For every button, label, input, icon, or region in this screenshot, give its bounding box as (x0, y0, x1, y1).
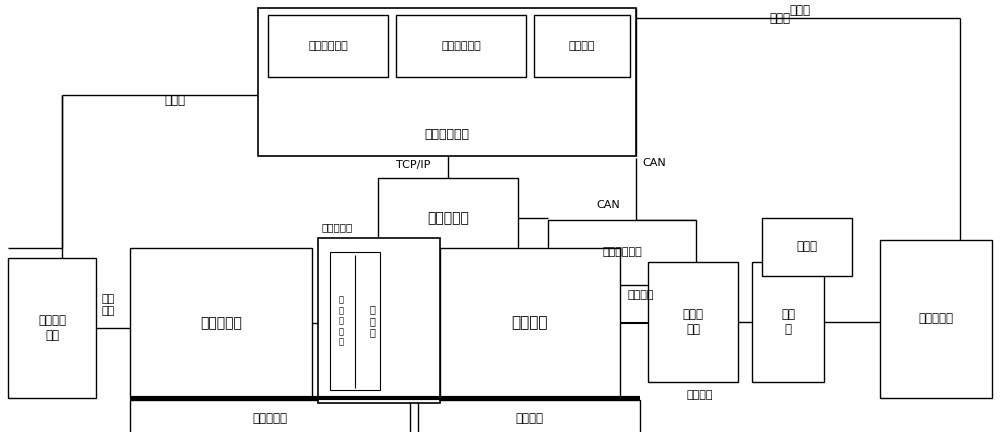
Bar (534, 15, 630, 77)
Text: 水冷循环系统: 水冷循环系统 (602, 248, 642, 257)
Text: 驱动电机: 驱动电机 (512, 315, 548, 330)
Text: 监控系统软件: 监控系统软件 (441, 41, 481, 51)
Text: 信号线: 信号线 (770, 12, 790, 25)
Bar (268, 15, 388, 77)
Text: 通信接口: 通信接口 (569, 41, 595, 51)
Text: 输入显示设备: 输入显示设备 (308, 41, 348, 51)
Text: 动力
电缆: 动力 电缆 (102, 294, 115, 316)
Text: 蓄电池: 蓄电池 (796, 241, 818, 254)
Bar (130, 248, 312, 398)
Text: TCP/IP: TCP/IP (396, 160, 430, 170)
Text: 水冷管道: 水冷管道 (628, 290, 654, 300)
Text: 电池模拟器: 电池模拟器 (918, 312, 954, 325)
Text: 测功机底座: 测功机底座 (252, 413, 288, 426)
Text: 电机底座: 电机底座 (515, 413, 543, 426)
Bar (752, 262, 824, 382)
Bar (318, 238, 440, 403)
Bar (440, 248, 620, 398)
Bar (330, 252, 380, 390)
Bar (648, 262, 738, 382)
Text: CAN: CAN (642, 158, 666, 168)
Text: 测功机控
制柜: 测功机控 制柜 (38, 314, 66, 342)
Text: 金属保护罩: 金属保护罩 (322, 222, 353, 232)
Text: CAN: CAN (596, 200, 620, 210)
Bar (548, 220, 696, 285)
Text: 信号线: 信号线 (164, 93, 186, 107)
Bar (396, 15, 526, 77)
Bar (8, 258, 96, 398)
Text: 信号线: 信号线 (790, 4, 810, 18)
Bar (130, 400, 410, 432)
Text: 电机控
制器: 电机控 制器 (682, 308, 704, 336)
Text: 传
动
轴: 传 动 轴 (369, 305, 375, 337)
Bar (880, 240, 992, 398)
Text: 扭
矩
传
感
器: 扭 矩 传 感 器 (338, 295, 344, 346)
Text: 交流测功机: 交流测功机 (200, 316, 242, 330)
Text: 预充
电: 预充 电 (781, 308, 795, 336)
Text: 功率分析仪: 功率分析仪 (427, 211, 469, 225)
Text: 台架监控系统: 台架监控系统 (424, 127, 470, 140)
Bar (378, 178, 518, 258)
Bar (418, 400, 640, 432)
Bar (258, 8, 636, 156)
Bar (762, 218, 852, 276)
Text: 动力电缆: 动力电缆 (687, 390, 713, 400)
